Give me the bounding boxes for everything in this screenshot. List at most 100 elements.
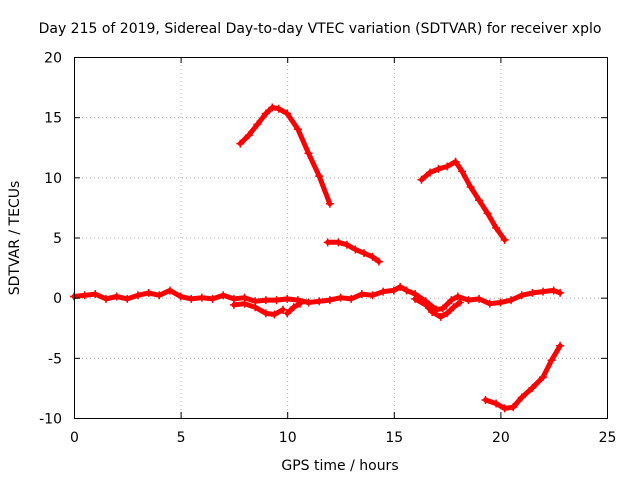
data-point	[492, 399, 501, 408]
data-point	[133, 291, 142, 300]
data-point	[219, 291, 228, 300]
data-point	[447, 296, 456, 305]
data-point	[500, 235, 509, 244]
data-point	[80, 291, 89, 300]
data-point	[261, 296, 270, 305]
series-arc-4	[483, 343, 563, 411]
y-tick-labels: -10 -5 0 5 10 15 20	[39, 51, 62, 428]
data-point	[539, 373, 548, 382]
data-point	[289, 303, 298, 312]
y-tick-label: 10	[44, 171, 62, 187]
data-point	[123, 294, 132, 303]
data-point	[261, 309, 270, 318]
data-point	[295, 299, 304, 308]
y-tick-label: 0	[53, 291, 62, 307]
data-point	[144, 288, 153, 297]
data-point	[528, 383, 537, 392]
data-point	[528, 288, 537, 297]
data-point	[396, 282, 405, 291]
data-point	[283, 294, 292, 303]
x-tick-label: 0	[70, 430, 79, 446]
data-point	[368, 291, 377, 300]
data-point	[556, 288, 565, 297]
data-point	[304, 298, 313, 307]
data-point	[253, 120, 262, 129]
data-point	[244, 131, 253, 140]
y-tick-label: -10	[39, 412, 62, 428]
data-point	[466, 182, 475, 191]
data-point	[368, 252, 377, 261]
data-point	[547, 356, 556, 365]
data-point	[428, 308, 437, 317]
data-point	[334, 238, 343, 247]
data-point	[434, 164, 443, 173]
data-point	[293, 125, 302, 134]
data-point	[374, 257, 383, 266]
x-tick-label: 10	[279, 430, 297, 446]
x-tick-labels: 0 5 10 15 20 25	[70, 430, 616, 446]
data-point	[451, 157, 460, 166]
x-tick-label: 15	[385, 430, 403, 446]
data-point	[261, 109, 270, 118]
chart-title: Day 215 of 2019, Sidereal Day-to-day VTE…	[39, 21, 602, 37]
data-point	[421, 300, 430, 309]
data-point	[323, 238, 332, 247]
data-point	[251, 303, 260, 312]
data-point	[278, 305, 287, 314]
data-point	[455, 298, 464, 307]
data-point	[187, 294, 196, 303]
data-point	[268, 103, 277, 112]
x-tick-label: 25	[599, 430, 617, 446]
axis-ticks	[74, 57, 608, 419]
data-point	[176, 292, 185, 301]
series-arc-2	[325, 239, 382, 265]
data-point	[492, 223, 501, 232]
data-point	[208, 294, 217, 303]
data-point	[500, 404, 509, 413]
series-group	[70, 103, 565, 413]
data-point	[507, 296, 516, 305]
data-point	[417, 175, 426, 184]
data-point	[464, 296, 473, 305]
data-point	[453, 292, 462, 301]
data-point	[283, 309, 292, 318]
data-point	[325, 199, 334, 208]
data-point	[539, 287, 548, 296]
data-point	[402, 286, 411, 295]
data-point	[379, 287, 388, 296]
data-point	[112, 292, 121, 301]
data-point	[315, 172, 324, 181]
data-point	[475, 196, 484, 205]
data-point	[342, 240, 351, 249]
data-point	[229, 300, 238, 309]
y-tick-label: 15	[44, 111, 62, 127]
y-tick-label: 5	[53, 231, 62, 247]
data-point	[325, 296, 334, 305]
data-point	[556, 341, 565, 350]
y-axis-label: SDTVAR / TECUs	[7, 181, 23, 296]
data-point	[347, 294, 356, 303]
data-point	[549, 286, 558, 295]
data-point	[443, 309, 452, 318]
y-tick-label: 20	[44, 51, 62, 67]
series-dip-1	[231, 301, 286, 317]
data-point	[481, 395, 490, 404]
data-point	[411, 294, 420, 303]
data-point	[274, 104, 283, 113]
data-point	[240, 299, 249, 308]
data-point	[426, 168, 435, 177]
data-point	[359, 249, 368, 258]
data-point	[389, 286, 398, 295]
y-tick-label: -5	[48, 351, 62, 367]
data-point	[496, 298, 505, 307]
data-point	[336, 293, 345, 302]
data-point	[443, 162, 452, 171]
data-point	[165, 286, 174, 295]
data-point	[101, 294, 110, 303]
x-tick-label: 5	[177, 430, 186, 446]
data-point	[509, 403, 518, 412]
data-point	[351, 245, 360, 254]
data-point	[155, 291, 164, 300]
data-point	[304, 149, 313, 158]
